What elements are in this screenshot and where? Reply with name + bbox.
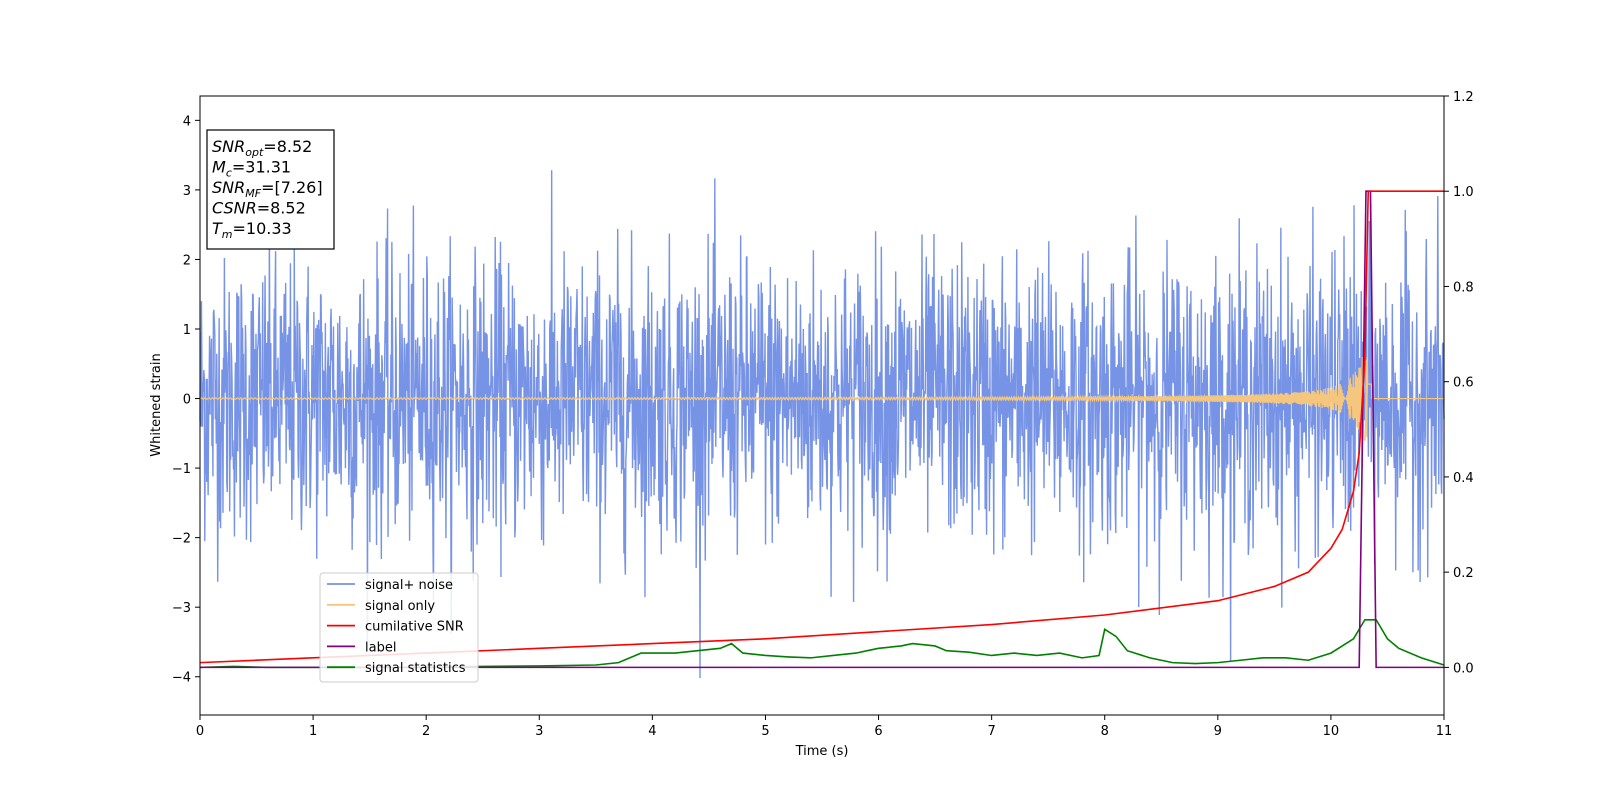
annotation-value: =8.52: [257, 199, 306, 218]
x-tick-label: 7: [987, 724, 995, 739]
annotation-symbol: SNR: [212, 137, 245, 156]
x-tick-label: 1: [309, 724, 317, 739]
series-signal-statistics: [199, 618, 1445, 669]
legend-label: signal only: [365, 599, 435, 614]
legend-label: signal statistics: [365, 661, 466, 676]
series-signal-only: [199, 356, 1444, 441]
x-tick-label: 10: [1323, 724, 1340, 739]
annotation-value: =8.52: [263, 137, 312, 156]
y-tick-label: −2: [172, 532, 191, 547]
series-cumulative-snr: [199, 190, 1444, 664]
series-layer: [199, 170, 1445, 679]
annotation-line: Mc=31.31: [212, 158, 291, 180]
annotation-symbol: T: [212, 219, 223, 238]
annotation-frame: [206, 129, 335, 250]
legend-label: signal+ noise: [365, 578, 453, 593]
annotation-line: CSNR=8.52: [212, 199, 306, 218]
y2-axis-ticks: 0.0 0.2 0.4 0.6 0.8 1.0 1.2: [1444, 90, 1474, 676]
y-tick-label: −1: [172, 462, 191, 477]
y2-tick-label: 1.2: [1453, 90, 1474, 105]
plot-frame: [199, 95, 1445, 716]
y2-tick-label: 0.0: [1453, 661, 1474, 676]
annotation-line: SNRMF=[7.26]: [212, 178, 323, 200]
legend-frame: [319, 572, 479, 683]
y-tick-label: −3: [172, 601, 191, 616]
annotation-subscript: MF: [245, 187, 261, 200]
y2-tick-label: 0.6: [1453, 376, 1474, 391]
y-tick-label: 3: [183, 184, 191, 199]
x-axis-label: Time (s): [795, 744, 849, 759]
y-tick-label: −4: [172, 671, 191, 686]
y-tick-label: 2: [183, 253, 191, 268]
y2-tick-label: 0.4: [1453, 471, 1474, 486]
x-tick-label: 9: [1214, 724, 1222, 739]
y-tick-label: 4: [183, 114, 191, 129]
legend-label: cumilative SNR: [365, 620, 464, 635]
annotation-value: =31.31: [232, 158, 291, 177]
x-axis-ticks: 0 1 2 3 4 5 6 7 8 9 10 11: [196, 715, 1452, 739]
x-tick-label: 5: [761, 724, 769, 739]
annotation-value: =[7.26]: [261, 178, 323, 197]
annotation-subscript: c: [226, 167, 232, 180]
y-axis-ticks: −4 −3 −2 −1 0 1 2 3 4: [172, 114, 200, 686]
x-tick-label: 8: [1101, 724, 1109, 739]
y-tick-label: 1: [183, 323, 191, 338]
y2-tick-label: 0.2: [1453, 566, 1474, 581]
annotation-subscript: opt: [245, 146, 264, 159]
annotation-symbol: M: [212, 158, 226, 177]
annotation-subscript: m: [222, 228, 233, 241]
y2-tick-label: 1.0: [1453, 185, 1474, 200]
x-tick-label: 11: [1436, 724, 1453, 739]
series-signal-noise: [199, 170, 1445, 679]
y-axis-label: Whitened strain: [149, 353, 164, 456]
annotation-symbol: SNR: [212, 178, 245, 197]
x-tick-label: 0: [196, 724, 204, 739]
y-tick-label: 0: [183, 393, 191, 408]
x-tick-label: 3: [535, 724, 543, 739]
annotation-symbol: CSNR: [212, 199, 257, 218]
annotation-box: SNRopt=8.52Mc=31.31SNRMF=[7.26]CSNR=8.52…: [206, 129, 335, 250]
x-tick-label: 6: [874, 724, 882, 739]
annotation-line: SNRopt=8.52: [212, 137, 312, 159]
legend-label: label: [365, 640, 396, 655]
x-tick-label: 2: [422, 724, 430, 739]
y2-tick-label: 0.8: [1453, 280, 1474, 295]
annotation-line: Tm=10.33: [212, 219, 292, 241]
annotation-value: =10.33: [233, 219, 292, 238]
legend: signal+ noise signal only cumilative SNR la…: [319, 572, 479, 683]
x-tick-label: 4: [648, 724, 656, 739]
